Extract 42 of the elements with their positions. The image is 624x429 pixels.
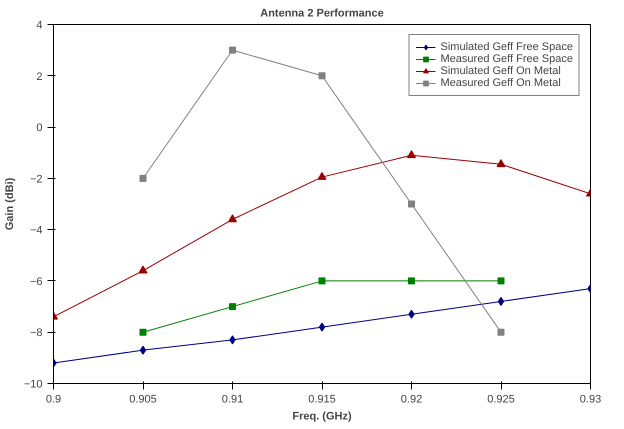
point [408, 310, 415, 319]
point [498, 296, 504, 306]
y-tick-label: −2 [30, 173, 43, 186]
y-tick-label: −4 [30, 224, 43, 237]
point [407, 150, 416, 158]
x-tick-label: 0.915 [308, 394, 336, 406]
y-tick-label: −10 [24, 378, 43, 390]
y-axis-title: Gain (dBi) [4, 177, 16, 230]
point [318, 72, 326, 80]
point [408, 277, 415, 284]
point [496, 159, 506, 168]
point [318, 322, 326, 332]
point [229, 335, 236, 344]
y-tick-label: 4 [36, 20, 43, 32]
legend-label: Simulated Geff On Metal [440, 65, 561, 77]
x-tick-label: 0.905 [129, 394, 157, 406]
point [140, 174, 146, 182]
x-tick-label: 0.9 [46, 394, 62, 406]
chart-title: Antenna 2 Performance [260, 8, 384, 20]
point [140, 346, 146, 355]
point [140, 328, 146, 336]
point [498, 277, 504, 284]
point [229, 46, 236, 54]
legend-label: Simulated Geff Free Space [440, 41, 573, 53]
legend-label: Measured Geff On Metal [440, 77, 561, 89]
x-tick-label: 0.92 [400, 394, 422, 406]
x-tick-label: 0.925 [487, 394, 515, 406]
x-tick-label: 0.93 [580, 394, 602, 406]
x-axis-title: Freq. (GHz) [292, 410, 352, 422]
y-tick-label: −8 [30, 327, 43, 340]
y-tick-label: 2 [36, 70, 43, 83]
legend-label: Measured Geff Free Space [440, 53, 573, 65]
point [318, 277, 326, 284]
y-tick-label: 0 [36, 122, 43, 134]
point [229, 303, 236, 310]
point [408, 200, 415, 208]
x-tick-label: 0.91 [222, 394, 244, 406]
y-tick-label: −6 [30, 276, 43, 288]
point [318, 172, 326, 180]
point [498, 328, 504, 336]
point [138, 266, 148, 274]
point [228, 214, 237, 222]
